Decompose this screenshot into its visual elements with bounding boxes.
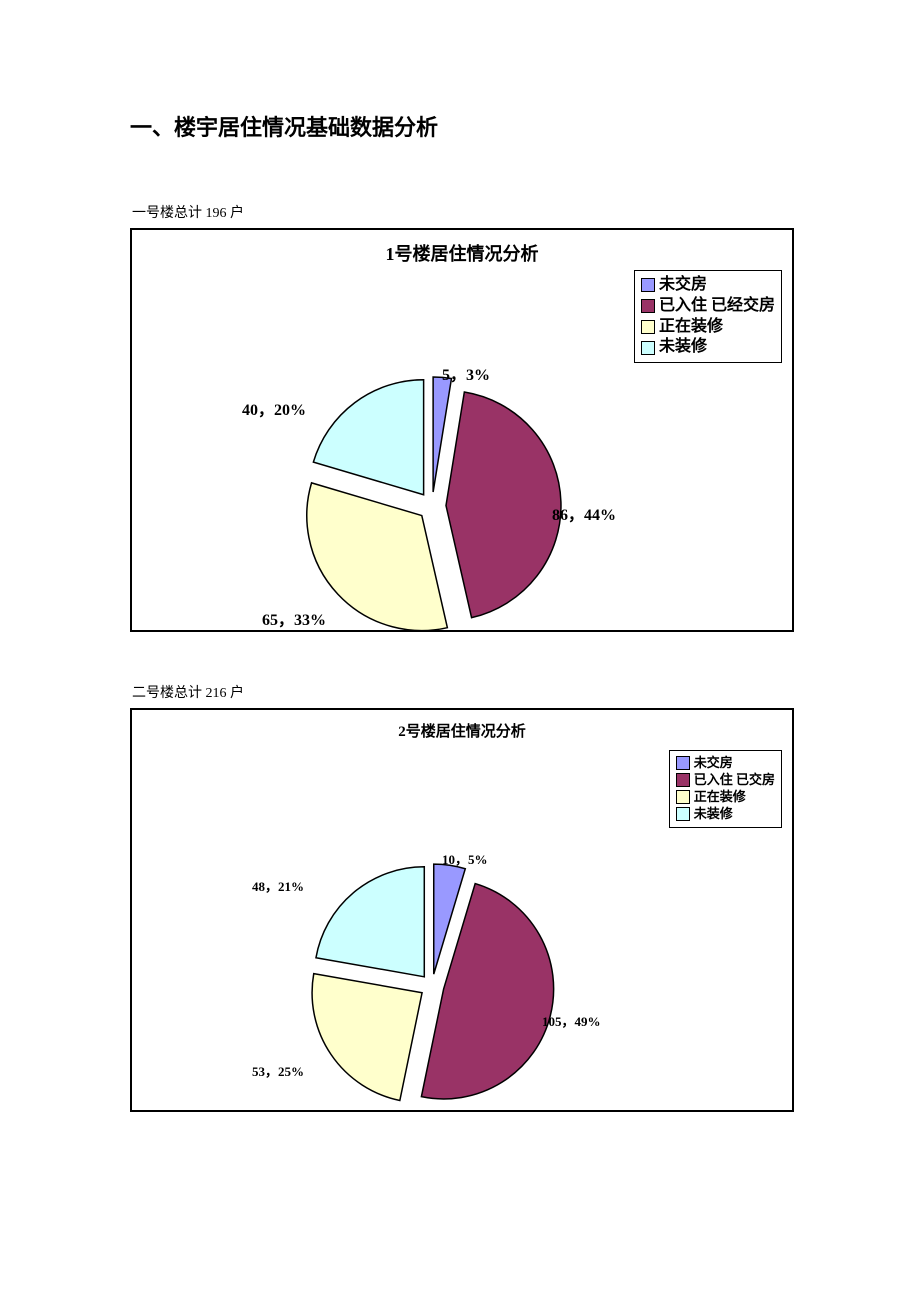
- chart1-pie: 5，3% 86，44% 65，33% 40，20%: [132, 266, 792, 666]
- chart1-title: 1号楼居住情况分析: [132, 230, 792, 266]
- section-heading: 一、楼宇居住情况基础数据分析: [130, 110, 790, 142]
- chart2-title: 2号楼居住情况分析: [132, 710, 792, 741]
- chart2-container: 2号楼居住情况分析 未交房已入住 已交房正在装修未装修 10，5%105，49%…: [130, 708, 794, 1112]
- chart1-container: 1号楼居住情况分析 未交房已入住 已经交房正在装修未装修 5，3%86，44%6…: [130, 228, 794, 632]
- pie-slice: [316, 867, 424, 977]
- pie-data-label: 5，3%: [442, 361, 490, 385]
- pie-svg: [132, 741, 792, 1141]
- pie-data-label: 10，5%: [442, 849, 488, 868]
- chart1-subtitle: 一号楼总计 196 户: [132, 202, 790, 222]
- pie-data-label: 105，49%: [542, 1011, 601, 1030]
- pie-slice: [307, 483, 448, 631]
- pie-slice: [433, 377, 451, 492]
- pie-data-label: 53，25%: [252, 1061, 304, 1080]
- pie-slice: [446, 392, 561, 618]
- pie-slice: [313, 380, 423, 495]
- pie-svg: [132, 266, 792, 666]
- pie-data-label: 86，44%: [552, 501, 616, 525]
- chart2-pie: 10，5% 105，49% 53，25% 48，21%: [132, 741, 792, 1141]
- chart2-subtitle: 二号楼总计 216 户: [132, 682, 790, 702]
- pie-data-label: 65，33%: [262, 606, 326, 630]
- pie-data-label: 40，20%: [242, 396, 306, 420]
- pie-slice: [312, 974, 422, 1101]
- pie-data-label: 48，21%: [252, 876, 304, 895]
